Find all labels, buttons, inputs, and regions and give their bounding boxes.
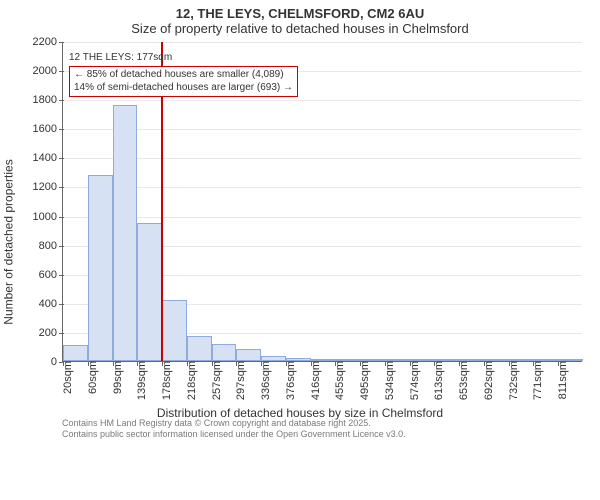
x-tick-label: 99sqm <box>108 361 124 394</box>
x-tick-label: 455sqm <box>330 361 346 400</box>
y-tick-label: 1000 <box>33 211 63 223</box>
x-tick-label: 574sqm <box>405 361 421 400</box>
x-tick-label: 416sqm <box>306 361 322 400</box>
annotation-line-1: ← 85% of detached houses are smaller (4,… <box>74 69 293 82</box>
x-tick-label: 534sqm <box>380 361 396 400</box>
annotation-box: ← 85% of detached houses are smaller (4,… <box>69 66 298 97</box>
x-tick-label: 771sqm <box>528 361 544 400</box>
x-tick-label: 178sqm <box>157 361 173 400</box>
x-tick-label: 139sqm <box>132 361 148 400</box>
chart-title: 12, THE LEYS, CHELMSFORD, CM2 6AU <box>0 6 600 21</box>
x-tick-label: 732sqm <box>504 361 520 400</box>
gridline <box>63 158 582 159</box>
y-tick-label: 1200 <box>33 181 63 193</box>
gridline <box>63 42 582 43</box>
histogram-bar <box>63 345 88 361</box>
y-tick-label: 200 <box>39 327 63 339</box>
gridline <box>63 217 582 218</box>
plot-area: 0200400600800100012001400160018002000220… <box>62 42 582 362</box>
histogram-bar <box>212 344 237 361</box>
y-tick-label: 2200 <box>33 36 63 48</box>
x-tick-label: 336sqm <box>256 361 272 400</box>
x-tick-label: 20sqm <box>58 361 74 394</box>
histogram-bar <box>113 105 138 361</box>
chart-subtitle: Size of property relative to detached ho… <box>0 21 600 36</box>
histogram-bar <box>236 349 261 361</box>
chart-container: Number of detached properties 0200400600… <box>0 42 600 442</box>
x-tick-label: 495sqm <box>355 361 371 400</box>
x-tick-label: 257sqm <box>207 361 223 400</box>
histogram-bar <box>137 223 162 361</box>
y-tick-label: 400 <box>39 298 63 310</box>
y-tick-label: 1800 <box>33 94 63 106</box>
gridline <box>63 187 582 188</box>
y-tick-label: 2000 <box>33 65 63 77</box>
y-axis-label: Number of detached properties <box>1 159 15 324</box>
x-tick-label: 297sqm <box>231 361 247 400</box>
x-tick-label: 613sqm <box>429 361 445 400</box>
histogram-bar <box>88 175 113 361</box>
x-tick-label: 376sqm <box>281 361 297 400</box>
histogram-bar <box>162 300 187 361</box>
y-tick-label: 600 <box>39 269 63 281</box>
footer-attribution: Contains HM Land Registry data © Crown c… <box>62 418 406 440</box>
reference-label: 12 THE LEYS: 177sqm <box>69 52 172 63</box>
y-tick-label: 1400 <box>33 152 63 164</box>
x-tick-label: 692sqm <box>479 361 495 400</box>
histogram-bar <box>187 336 212 361</box>
y-tick-label: 1600 <box>33 123 63 135</box>
x-tick-label: 653sqm <box>454 361 470 400</box>
footer-line-2: Contains public sector information licen… <box>62 429 406 440</box>
gridline <box>63 100 582 101</box>
x-tick-label: 811sqm <box>553 361 569 399</box>
x-tick-label: 60sqm <box>83 361 99 394</box>
y-tick-label: 800 <box>39 240 63 252</box>
footer-line-1: Contains HM Land Registry data © Crown c… <box>62 418 406 429</box>
gridline <box>63 129 582 130</box>
annotation-line-2: 14% of semi-detached houses are larger (… <box>74 82 293 95</box>
x-tick-label: 218sqm <box>182 361 198 400</box>
